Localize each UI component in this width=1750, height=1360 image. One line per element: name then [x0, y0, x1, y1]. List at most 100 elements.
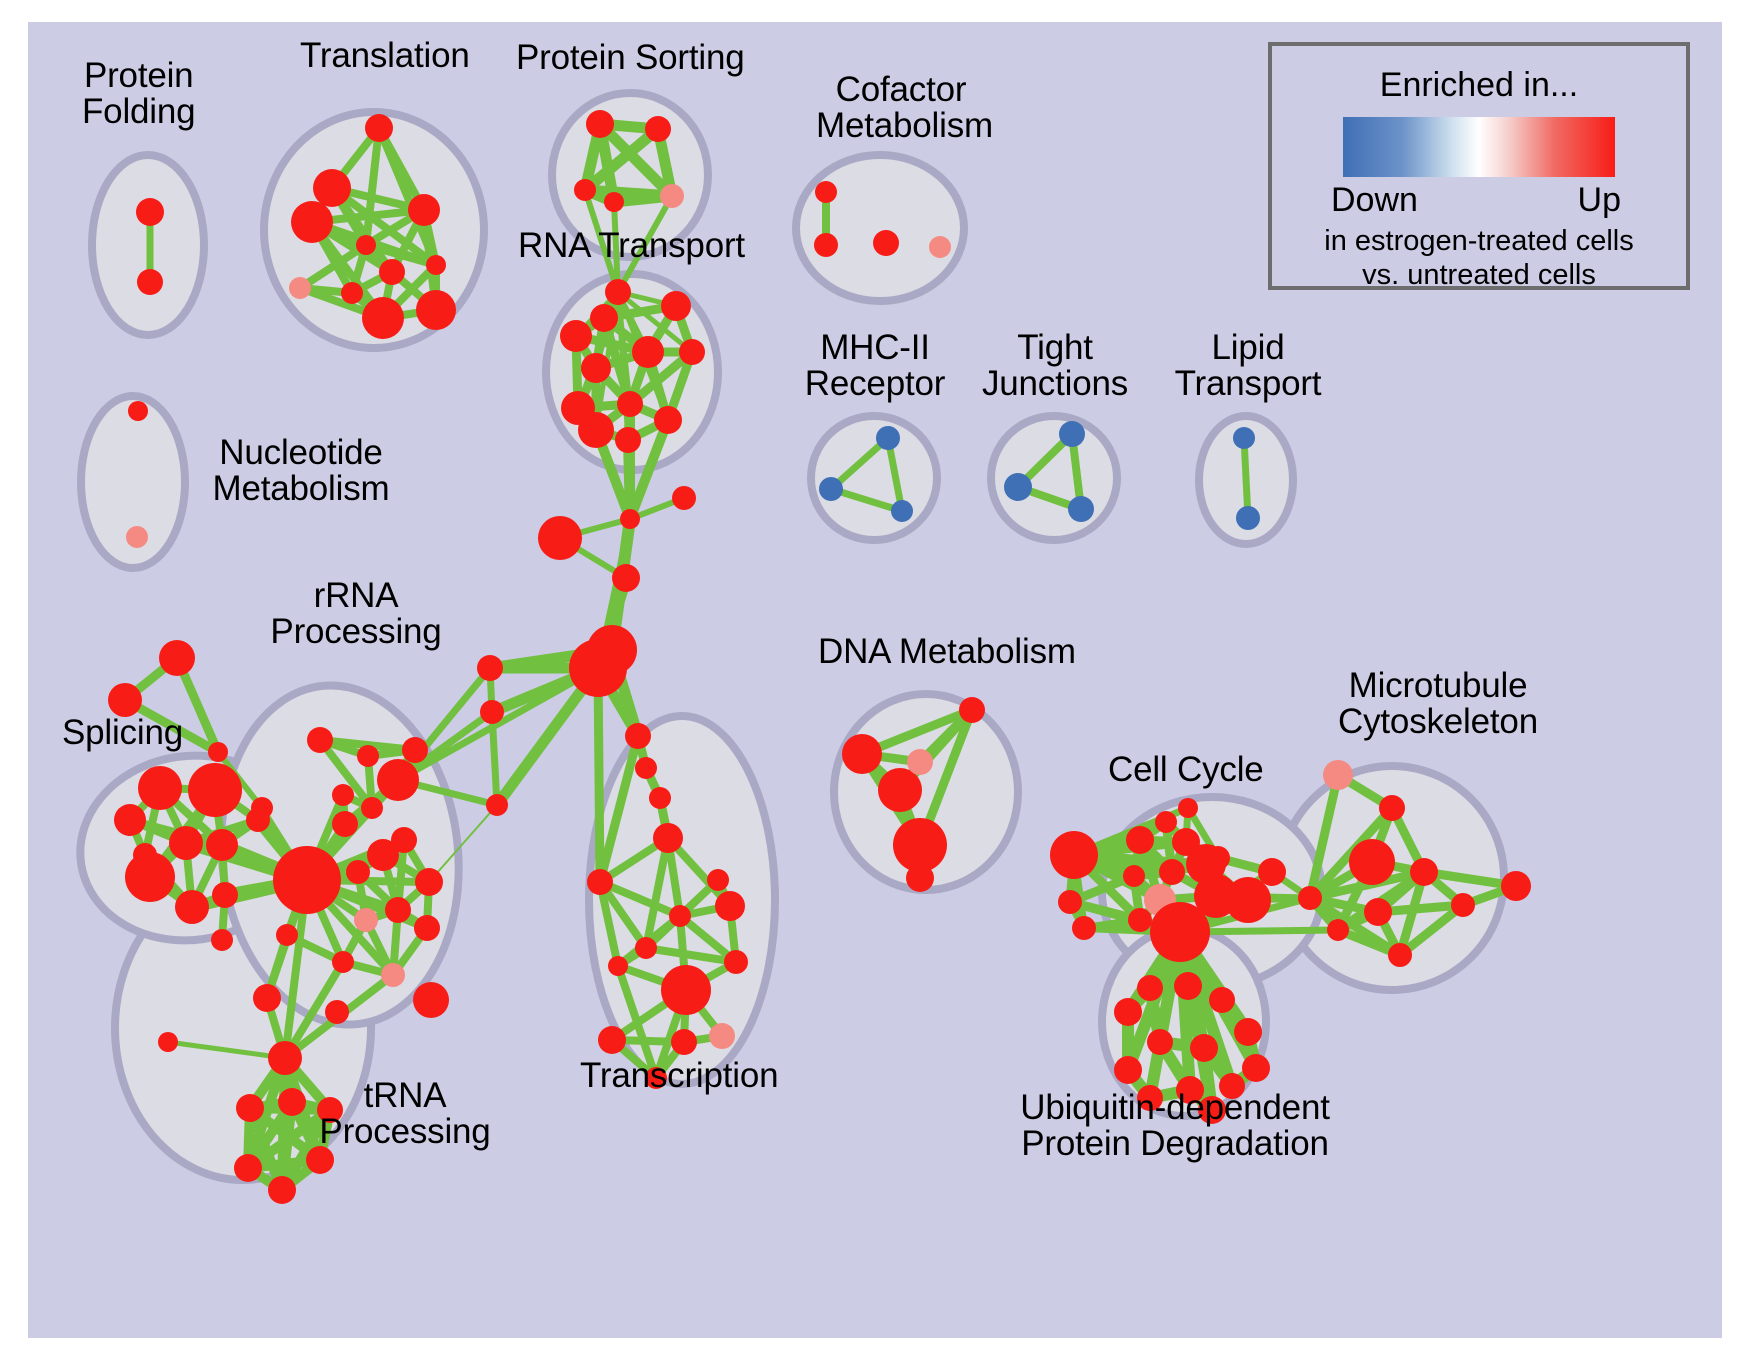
node[interactable] — [1114, 998, 1142, 1026]
node[interactable] — [381, 963, 405, 987]
node[interactable] — [114, 804, 146, 836]
node[interactable] — [159, 640, 195, 676]
node[interactable] — [1114, 1056, 1142, 1084]
node[interactable] — [1298, 886, 1322, 910]
node[interactable] — [251, 797, 273, 819]
node[interactable] — [1198, 1096, 1226, 1124]
node[interactable] — [653, 823, 683, 853]
node[interactable] — [654, 406, 682, 434]
node[interactable] — [385, 897, 411, 923]
node[interactable] — [1174, 972, 1202, 1000]
node[interactable] — [206, 829, 238, 861]
node[interactable] — [1137, 975, 1163, 1001]
node[interactable] — [332, 811, 358, 837]
node[interactable] — [724, 950, 748, 974]
node[interactable] — [361, 797, 383, 819]
node[interactable] — [672, 486, 696, 510]
node[interactable] — [581, 353, 611, 383]
node[interactable] — [620, 509, 640, 529]
node[interactable] — [125, 852, 175, 902]
node[interactable] — [608, 956, 628, 976]
node[interactable] — [391, 827, 417, 853]
node[interactable] — [1233, 427, 1255, 449]
node[interactable] — [341, 282, 363, 304]
node[interactable] — [590, 304, 618, 332]
node[interactable] — [876, 426, 900, 450]
node[interactable] — [307, 727, 333, 753]
node[interactable] — [1128, 908, 1152, 932]
node[interactable] — [354, 908, 378, 932]
node[interactable] — [612, 564, 640, 592]
node[interactable] — [586, 110, 614, 138]
node[interactable] — [236, 1094, 264, 1122]
node[interactable] — [615, 427, 641, 453]
node[interactable] — [317, 1097, 343, 1123]
node[interactable] — [126, 526, 148, 548]
node[interactable] — [538, 516, 582, 560]
node[interactable] — [1349, 839, 1395, 885]
node[interactable] — [332, 951, 354, 973]
node[interactable] — [649, 787, 671, 809]
node[interactable] — [212, 882, 238, 908]
node[interactable] — [1219, 1073, 1245, 1099]
node[interactable] — [1004, 473, 1032, 501]
node[interactable] — [158, 1032, 178, 1052]
node[interactable] — [891, 500, 913, 522]
node[interactable] — [362, 297, 404, 339]
node[interactable] — [276, 924, 298, 946]
node[interactable] — [1137, 1085, 1163, 1111]
node[interactable] — [367, 839, 399, 871]
node[interactable] — [365, 114, 393, 142]
node[interactable] — [842, 734, 882, 774]
node[interactable] — [1058, 890, 1082, 914]
node[interactable] — [1501, 871, 1531, 901]
node[interactable] — [1258, 858, 1286, 886]
node[interactable] — [278, 1088, 306, 1116]
node[interactable] — [379, 259, 405, 285]
node[interactable] — [188, 763, 242, 817]
node[interactable] — [560, 320, 592, 352]
node[interactable] — [660, 184, 684, 208]
node[interactable] — [1126, 826, 1154, 854]
node[interactable] — [893, 818, 947, 872]
node[interactable] — [574, 179, 596, 201]
node[interactable] — [325, 1000, 349, 1024]
node[interactable] — [671, 1029, 697, 1055]
node[interactable] — [625, 723, 651, 749]
node[interactable] — [1150, 902, 1210, 962]
node[interactable] — [1225, 877, 1271, 923]
node[interactable] — [635, 937, 657, 959]
node[interactable] — [268, 1041, 302, 1075]
node[interactable] — [645, 1067, 667, 1089]
node[interactable] — [480, 700, 504, 724]
node[interactable] — [273, 846, 341, 914]
node[interactable] — [1209, 987, 1235, 1013]
node[interactable] — [715, 891, 745, 921]
node[interactable] — [906, 864, 934, 892]
node[interactable] — [1068, 496, 1094, 522]
node[interactable] — [306, 1146, 334, 1174]
node[interactable] — [1059, 421, 1085, 447]
node[interactable] — [137, 269, 163, 295]
node[interactable] — [426, 255, 446, 275]
node[interactable] — [1364, 898, 1392, 926]
node[interactable] — [679, 339, 705, 365]
node[interactable] — [1206, 846, 1230, 870]
node[interactable] — [661, 291, 691, 321]
node[interactable] — [661, 965, 711, 1015]
node[interactable] — [873, 230, 899, 256]
node[interactable] — [408, 194, 440, 226]
node[interactable] — [356, 235, 376, 255]
node[interactable] — [907, 749, 933, 775]
node[interactable] — [477, 655, 503, 681]
node[interactable] — [632, 336, 664, 368]
node[interactable] — [1234, 1018, 1262, 1046]
node[interactable] — [138, 766, 182, 810]
node[interactable] — [598, 1026, 626, 1054]
node[interactable] — [1159, 859, 1185, 885]
node[interactable] — [414, 915, 440, 941]
node[interactable] — [1410, 858, 1438, 886]
node[interactable] — [1147, 1029, 1173, 1055]
node[interactable] — [211, 929, 233, 951]
node[interactable] — [377, 759, 419, 801]
